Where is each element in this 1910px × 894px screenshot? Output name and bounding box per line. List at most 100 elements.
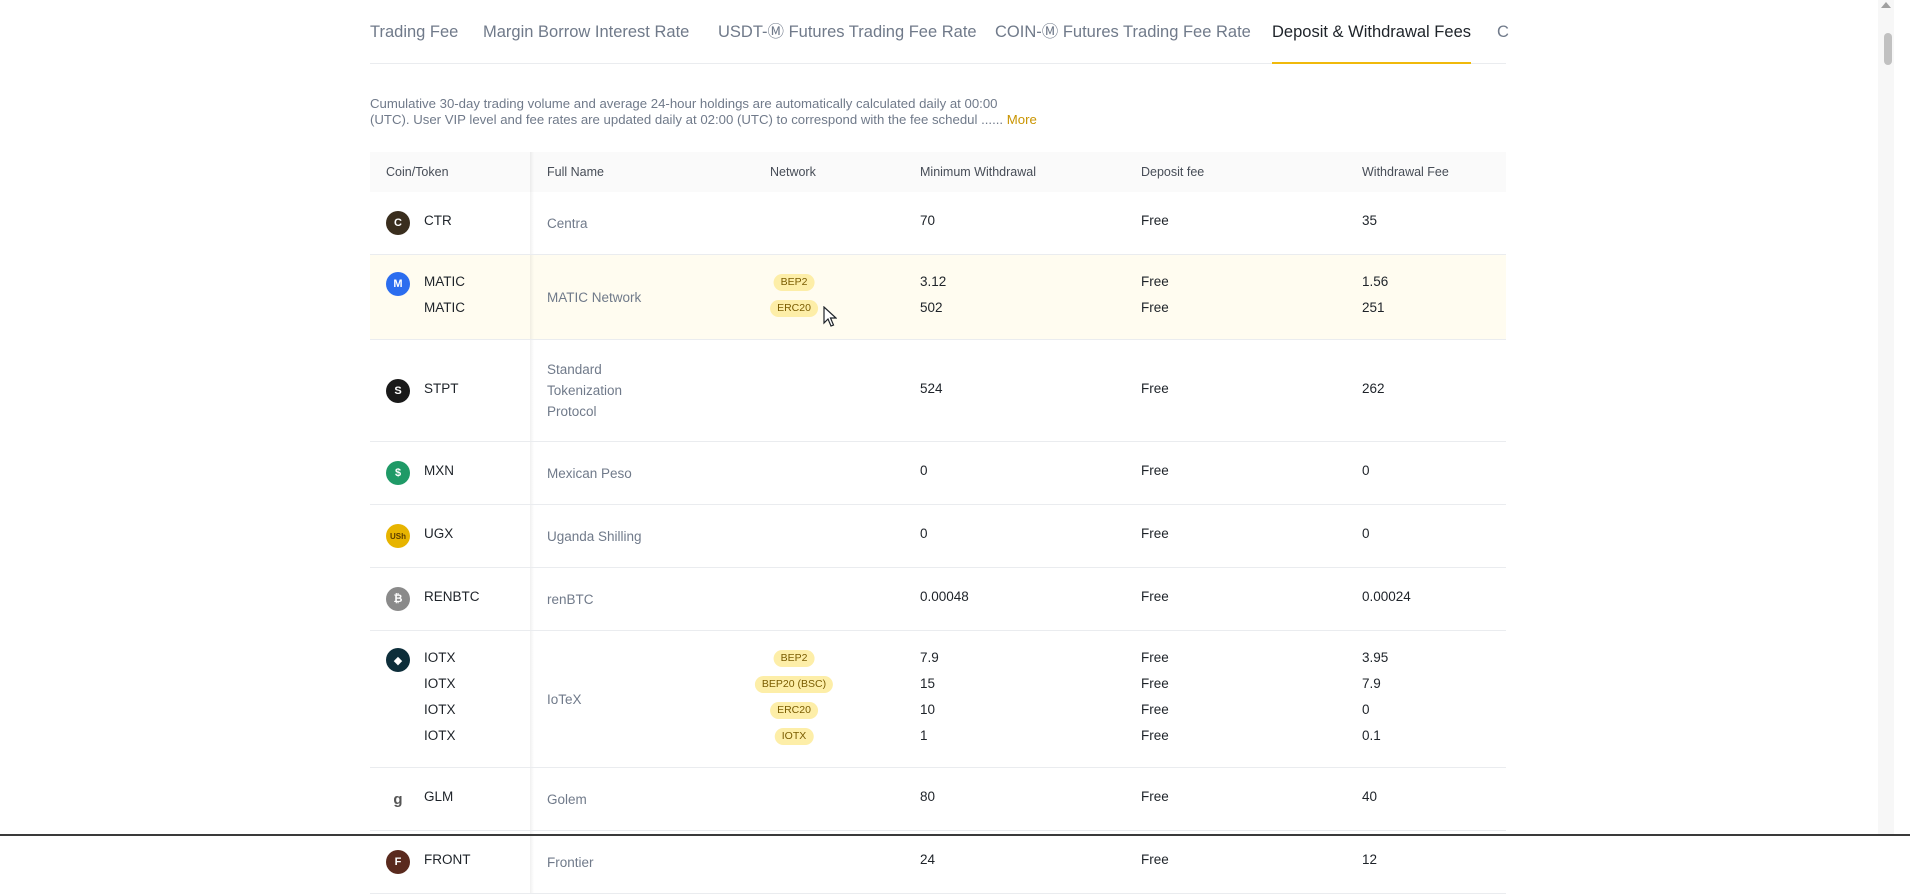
full-name-line: Standard — [547, 362, 602, 377]
full-name-cell: Uganda Shilling — [547, 526, 642, 547]
frozen-column-shadow — [530, 505, 534, 567]
withdrawal-fee-value: 0 — [1362, 463, 1370, 478]
full-name-line: Mexican Peso — [547, 465, 632, 481]
front-coin-icon: F — [386, 850, 410, 874]
full-name-line: MATIC Network — [547, 289, 642, 305]
minimum-withdrawal-value: 7.9 — [920, 650, 939, 665]
full-name-line: Tokenization — [547, 383, 623, 398]
coin-symbol: MATIC — [424, 274, 465, 289]
coin-symbol: MATIC — [424, 300, 465, 315]
frozen-column-shadow — [530, 192, 534, 254]
notice-line-1: Cumulative 30-day trading volume and ave… — [370, 96, 998, 111]
header-coin-token: Coin/Token — [386, 165, 449, 179]
full-name-line: Protocol — [547, 404, 597, 419]
fee-tabs: Trading Fee Margin Borrow Interest Rate … — [370, 0, 1509, 64]
header-withdrawal-fee: Withdrawal Fee — [1362, 165, 1449, 179]
deposit-fee-value: Free — [1141, 852, 1169, 867]
coin-symbol: IOTX — [424, 650, 456, 665]
frozen-column-shadow — [530, 831, 534, 893]
deposit-fee-value: Free — [1141, 676, 1169, 691]
withdrawal-fee-value: 3.95 — [1362, 650, 1389, 665]
coin-symbol: STPT — [424, 380, 459, 396]
frozen-column-shadow — [530, 255, 534, 339]
full-name-line: renBTC — [547, 591, 594, 607]
table-row: M MATIC Network MATIC BEP2 3.12 Free 1.56 MATIC… — [370, 255, 1506, 340]
minimum-withdrawal-value: 1 — [920, 728, 928, 743]
ugx-coin-icon: USh — [386, 524, 410, 548]
full-name-cell: MATIC Network — [547, 287, 641, 308]
withdrawal-fee-value: 251 — [1362, 300, 1385, 315]
withdrawal-fee-value: 0 — [1362, 526, 1370, 541]
header-full-name: Full Name — [547, 165, 604, 179]
frozen-column-shadow — [530, 631, 534, 767]
table-row: ₿ renBTC RENBTC 0.00048 Free 0.00024 — [370, 568, 1506, 631]
full-name-cell: Mexican Peso — [547, 463, 632, 484]
minimum-withdrawal-value: 0.00048 — [920, 589, 969, 604]
deposit-fee-value: Free — [1141, 589, 1169, 604]
frozen-column-shadow — [530, 340, 534, 441]
deposit-fee-value: Free — [1141, 463, 1169, 478]
tab-next-partial[interactable]: C — [1497, 23, 1509, 41]
network-badge: BEP2 — [773, 274, 815, 291]
deposit-fee-value: Free — [1141, 526, 1169, 541]
minimum-withdrawal-value: 502 — [920, 300, 943, 315]
minimum-withdrawal-value: 70 — [920, 213, 936, 228]
network-badge: BEP20 (BSC) — [754, 676, 834, 693]
coin-symbol: RENBTC — [424, 589, 480, 604]
mxn-coin-icon: $ — [386, 461, 410, 485]
fee-schedule-notice: Cumulative 30-day trading volume and ave… — [370, 96, 1070, 128]
iotx-coin-icon: ◆ — [386, 648, 410, 672]
coin-symbol: UGX — [424, 526, 454, 541]
mouse-cursor-icon — [823, 306, 837, 327]
full-name-line: Uganda Shilling — [547, 528, 642, 544]
table-row: g Golem GLM 80 Free 40 — [370, 768, 1506, 831]
tab-deposit-withdrawal-fees[interactable]: Deposit & Withdrawal Fees — [1272, 0, 1471, 64]
scroll-up-arrow-icon[interactable] — [1881, 2, 1891, 8]
coin-symbol: IOTX — [424, 728, 456, 743]
more-link[interactable]: More — [1006, 112, 1037, 127]
deposit-fee-value: Free — [1141, 650, 1169, 665]
full-name-cell: Frontier — [547, 852, 594, 873]
tab-trading-fee[interactable]: Trading Fee — [370, 23, 459, 41]
notice-line-2: (UTC). User VIP level and fee rates are … — [370, 112, 1070, 128]
page-scrollbar-thumb[interactable] — [1884, 33, 1892, 65]
table-body: C Centra CTR 70 Free 35 M MATIC Network MATIC BEP… — [370, 192, 1506, 894]
full-name-cell: Standard Tokenization Protocol — [547, 359, 622, 422]
full-name-line: Frontier — [547, 854, 594, 870]
full-name-line: Centra — [547, 215, 588, 231]
withdrawal-fee-value: 35 — [1362, 213, 1378, 228]
tab-margin-borrow-interest-rate[interactable]: Margin Borrow Interest Rate — [483, 23, 690, 41]
minimum-withdrawal-value: 80 — [920, 789, 936, 804]
minimum-withdrawal-value: 0 — [920, 526, 928, 541]
coin-symbol: IOTX — [424, 702, 456, 717]
full-name-cell: Golem — [547, 789, 587, 810]
minimum-withdrawal-value: 3.12 — [920, 274, 947, 289]
network-badge: IOTX — [774, 728, 814, 745]
page-scrollbar-track[interactable] — [1878, 0, 1894, 836]
deposit-fee-value: Free — [1141, 702, 1169, 717]
coin-symbol: FRONT — [424, 852, 471, 867]
deposit-fee-value: Free — [1141, 380, 1169, 396]
notice-line-2-text: (UTC). User VIP level and fee rates are … — [370, 112, 1004, 127]
coin-symbol: GLM — [424, 789, 454, 804]
tab-coin-futures-trading-fee-rate[interactable]: COIN-Ⓜ Futures Trading Fee Rate — [995, 23, 1251, 41]
minimum-withdrawal-value: 15 — [920, 676, 936, 691]
table-row: S Standard Tokenization Protocol STPT 524 Free… — [370, 340, 1506, 442]
coin-symbol: CTR — [424, 213, 452, 228]
network-badge: BEP2 — [773, 650, 815, 667]
header-minimum-withdrawal: Minimum Withdrawal — [920, 165, 1036, 179]
withdrawal-fee-value: 0.00024 — [1362, 589, 1411, 604]
frozen-column-shadow — [530, 152, 534, 192]
withdrawal-fee-value: 40 — [1362, 789, 1378, 804]
minimum-withdrawal-value: 10 — [920, 702, 936, 717]
coin-symbol: MXN — [424, 463, 454, 478]
window-bottom-edge — [0, 834, 1910, 836]
network-badge: ERC20 — [770, 300, 818, 317]
full-name-cell: Centra — [547, 213, 588, 234]
full-name-cell: renBTC — [547, 589, 594, 610]
withdrawal-fee-value: 262 — [1362, 380, 1385, 396]
table-header: Coin/Token Full Name Network Minimum Wit… — [370, 152, 1506, 192]
tab-usdt-futures-trading-fee-rate[interactable]: USDT-Ⓜ Futures Trading Fee Rate — [718, 23, 977, 41]
minimum-withdrawal-value: 524 — [920, 380, 943, 396]
withdrawal-fee-value: 0.1 — [1362, 728, 1381, 743]
